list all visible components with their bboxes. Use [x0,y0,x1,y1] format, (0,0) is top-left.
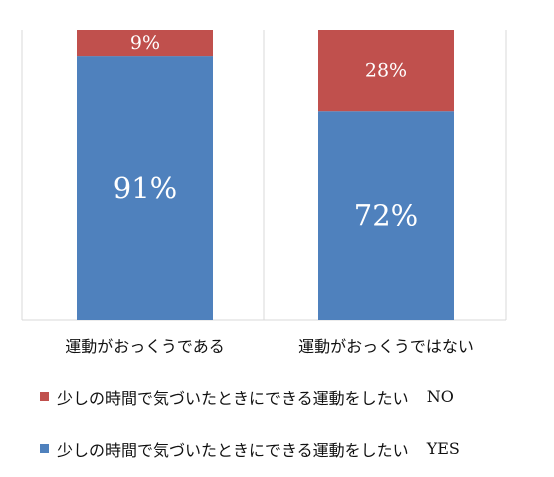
legend-item-yes: 少しの時間で気づいたときにできる運動をしたい YES [40,437,460,461]
category-label-2: 運動がおっくうではない [298,337,474,356]
bar-yes-2 [318,111,454,320]
legend-suffix-yes: YES [426,438,460,458]
bar-yes-1 [77,56,213,320]
data-label-no-2: 28% [365,60,407,82]
legend-swatch-no [40,391,49,401]
bar-no-1 [77,30,213,57]
category-label-1: 運動がおっくうである [65,337,225,356]
legend-label-yes: 少しの時間で気づいたときにできる運動をしたい [57,441,409,460]
data-label-no-1: 9% [130,32,160,54]
legend-item-no: 少しの時間で気づいたときにできる運動をしたい NO [40,385,454,409]
data-label-yes-1: 91% [113,171,177,205]
legend-label-no: 少しの時間で気づいたときにできる運動をしたい [57,389,409,408]
data-label-yes-2: 72% [354,199,418,233]
bar-no-2 [318,30,454,112]
legend-suffix-no: NO [426,386,454,406]
legend-swatch-yes [40,443,49,453]
